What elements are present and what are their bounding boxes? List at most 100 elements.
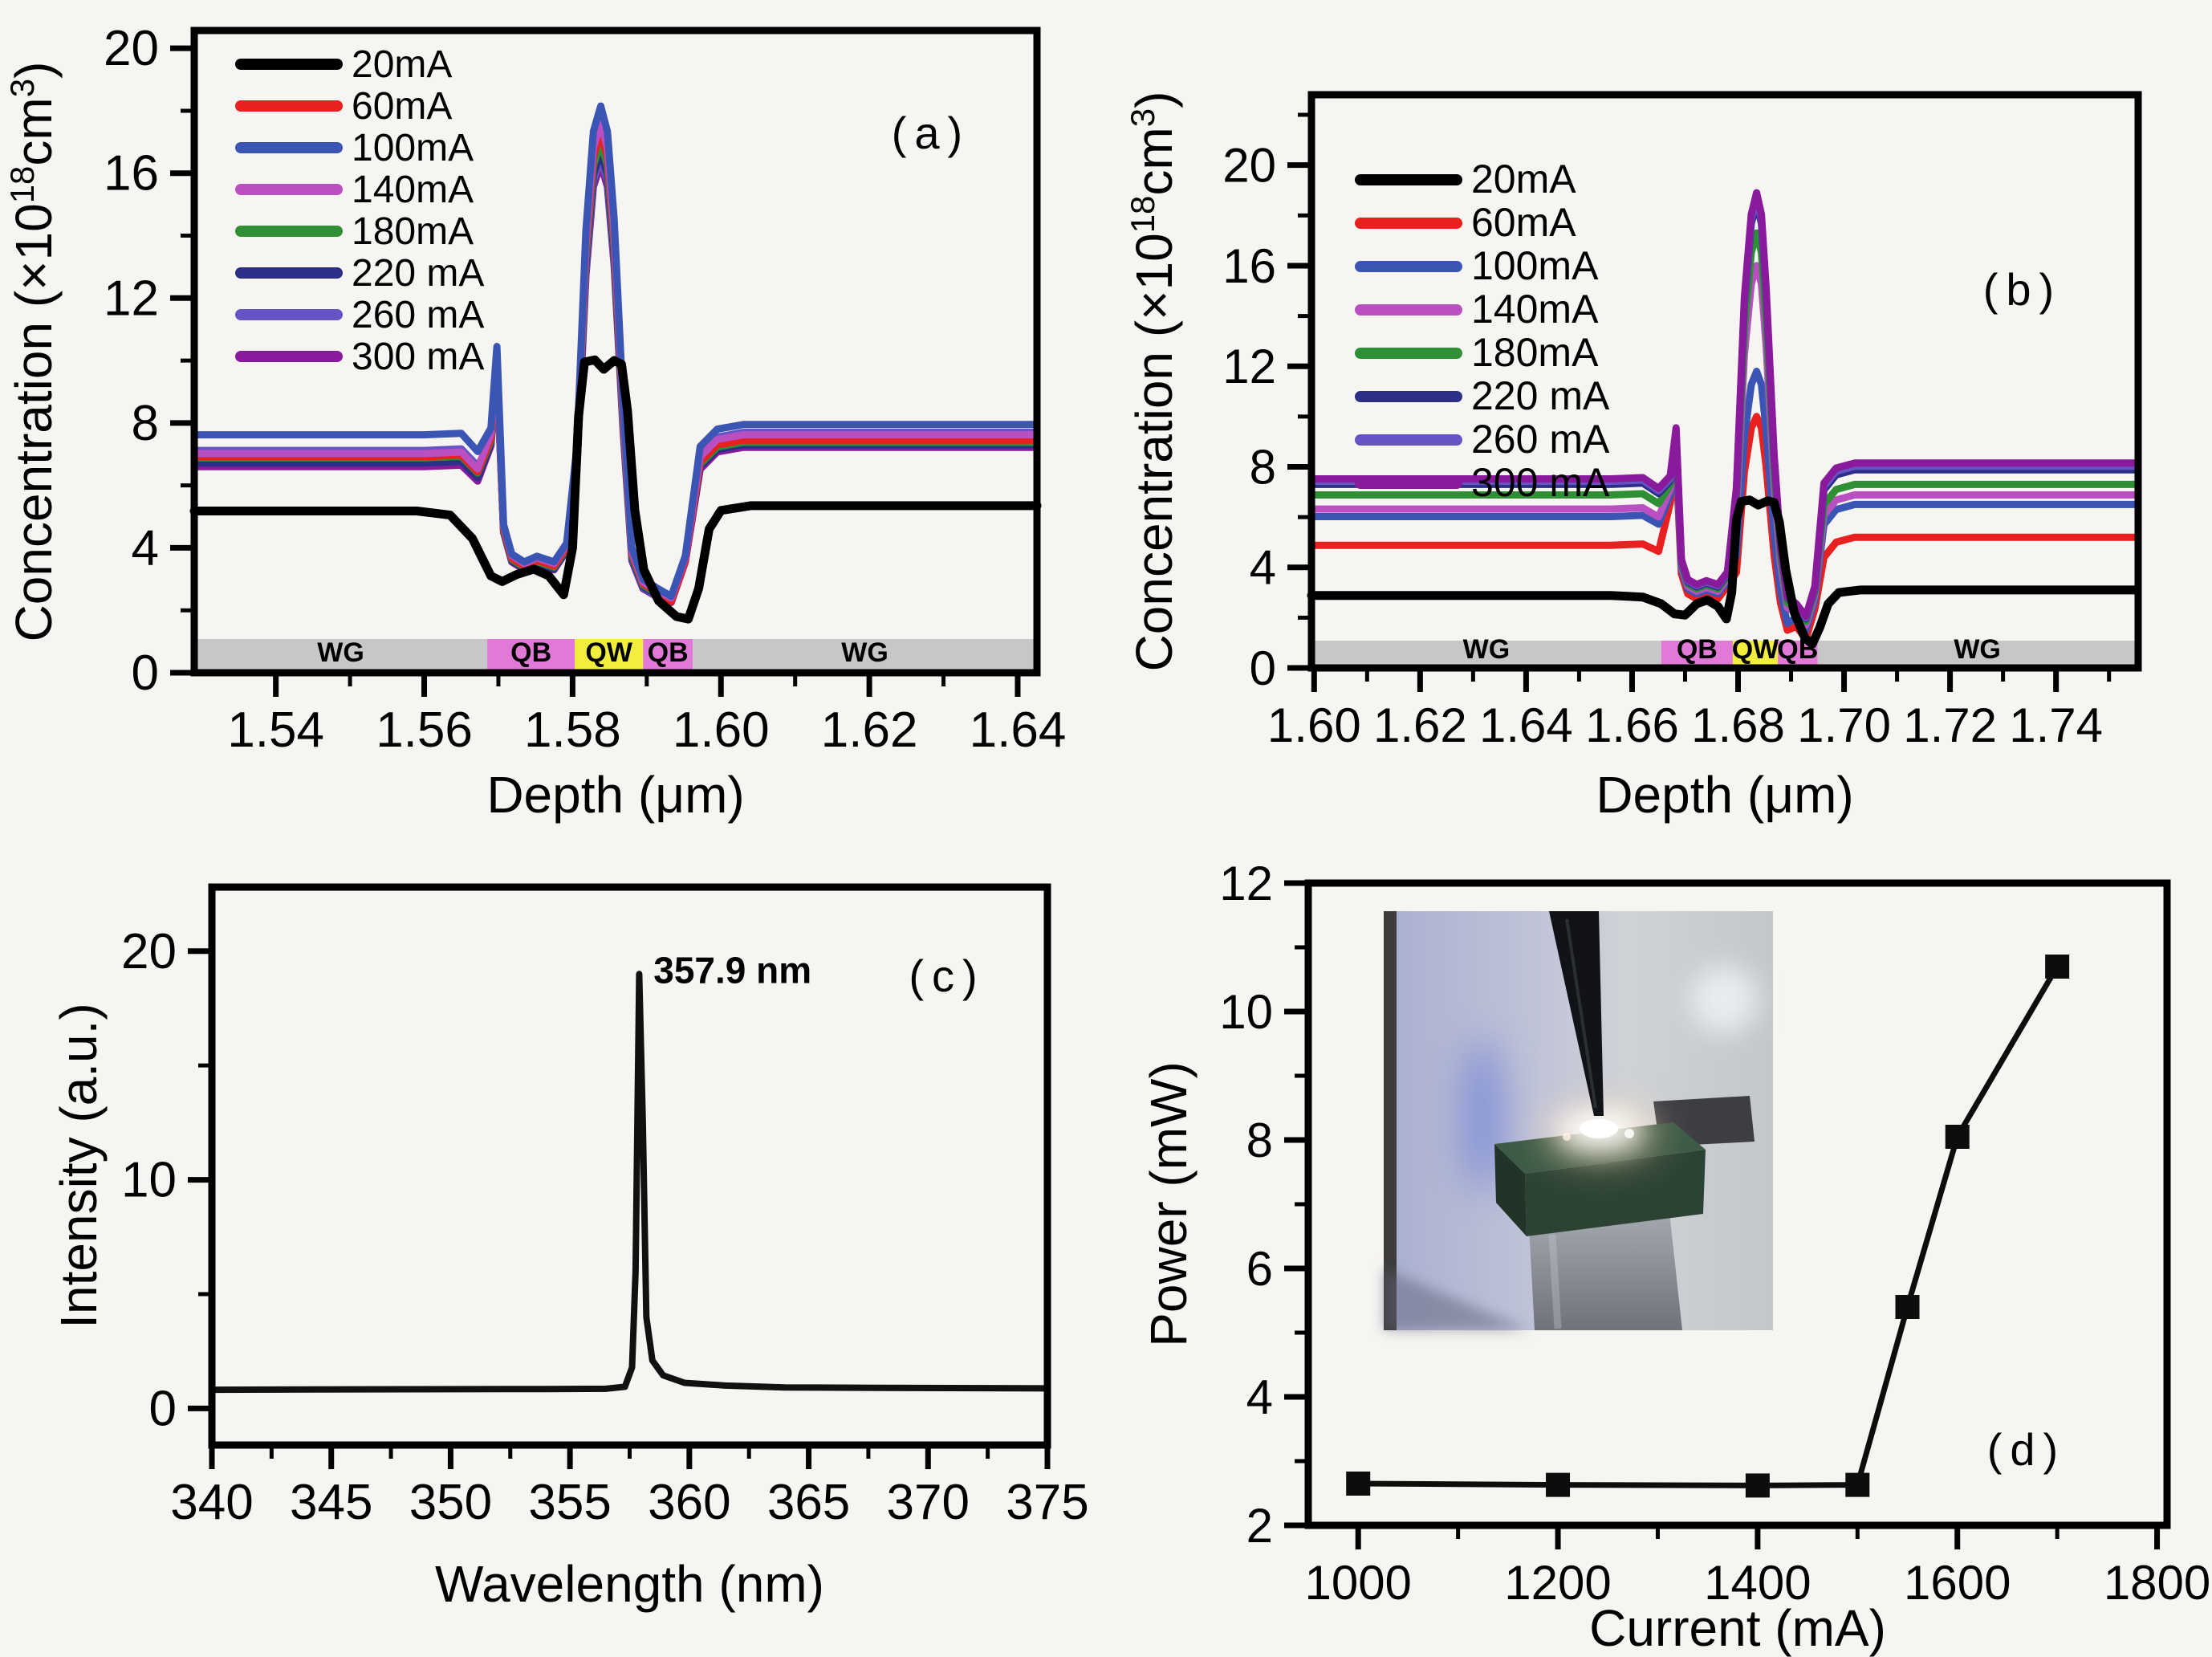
panel-d-li-curve-chart: 1000 1200 1400 1600 1800 2 4 6 8 10 12 Current (mA)… xyxy=(1140,857,2210,1657)
legend-label: 300 mA xyxy=(1471,460,1610,505)
y-tick-label: 10 xyxy=(121,1153,177,1208)
y-tick-label: 16 xyxy=(104,146,159,202)
region-wg-band xyxy=(693,639,1037,670)
legend-label: 60mA xyxy=(1471,200,1576,245)
y-tick-label: 0 xyxy=(149,1381,177,1436)
legend-item-180mA: 180mA xyxy=(1355,330,1599,375)
y-tick-label: 10 xyxy=(1219,985,1273,1039)
x-tick-label: 1.58 xyxy=(524,702,621,758)
y-tick-label: 12 xyxy=(1222,340,1276,393)
blue-reflection-streak xyxy=(1464,1040,1502,1192)
region-qb-band xyxy=(487,639,575,670)
x-tick-label: 1.64 xyxy=(1479,698,1573,752)
x-tick-label: 1.70 xyxy=(1797,698,1891,752)
data-point-marker xyxy=(1346,1472,1371,1496)
emission-sparkle xyxy=(1624,1129,1634,1138)
foreground-shadow xyxy=(1384,1268,1529,1330)
x-tick-label: 340 xyxy=(170,1475,253,1530)
region-qb-band xyxy=(1661,641,1733,666)
x-tick-label: 1600 xyxy=(1904,1556,2011,1610)
legend-item-100mA: 100mA xyxy=(1355,243,1599,288)
green-mount-front-face xyxy=(1525,1150,1706,1236)
legend-label: 300 mA xyxy=(352,336,484,378)
probe-needle-highlight xyxy=(1565,918,1597,1109)
x-tick-label: 1.72 xyxy=(1903,698,1997,752)
y-tick-label: 20 xyxy=(104,21,159,76)
legend-item-20mA: 20mA xyxy=(235,43,452,86)
legend-item-60mA: 60mA xyxy=(1355,200,1576,245)
legend-item-140mA: 140mA xyxy=(1355,287,1599,332)
y-tick-label: 0 xyxy=(132,645,159,701)
y-tick-label: 2 xyxy=(1246,1499,1273,1553)
legend-label: 220 mA xyxy=(1471,373,1610,418)
region-wg-band xyxy=(1311,641,1661,666)
legend-label: 140mA xyxy=(352,169,474,211)
y-axis-title: Concentration (×1018cm3) xyxy=(1124,92,1183,672)
emission-bright-core xyxy=(1580,1119,1618,1138)
x-tick-label: 1400 xyxy=(1704,1556,1811,1610)
region-wg-label: WG xyxy=(841,637,888,668)
x-tick-label: 1800 xyxy=(2104,1556,2210,1610)
y-tick-label: 4 xyxy=(1250,541,1276,595)
legend-item-60mA: 60mA xyxy=(235,85,452,128)
axis-frame xyxy=(1307,91,2142,672)
x-tick-label: 370 xyxy=(887,1475,970,1530)
x-axis-title: Depth (μm) xyxy=(1596,766,1853,824)
series-20mA xyxy=(189,355,1042,624)
series-20mA xyxy=(1307,495,2142,649)
legend-label: 20mA xyxy=(352,43,452,86)
legend-item-140mA: 140mA xyxy=(235,169,474,211)
x-axis-title: Wavelength (nm) xyxy=(435,1555,824,1613)
x-tick-label: 1200 xyxy=(1504,1556,1611,1610)
region-qb-band xyxy=(643,639,693,670)
axis-frame xyxy=(190,26,1041,677)
background-highlight-blob xyxy=(1690,966,1758,1033)
x-tick-label: 355 xyxy=(528,1475,611,1530)
data-point-marker xyxy=(1895,1295,1920,1319)
series-60mA xyxy=(1307,413,2141,643)
legend-item-300mA: 300 mA xyxy=(1355,460,1610,505)
region-qb-label: QB xyxy=(510,637,551,668)
y-tick-label: 20 xyxy=(121,924,177,979)
series-100mA xyxy=(190,102,1041,601)
x-axis-title: Current (mA) xyxy=(1589,1599,1886,1657)
legend-item-180mA: 180mA xyxy=(235,210,474,253)
y-tick-label: 6 xyxy=(1246,1242,1273,1296)
data-point-marker xyxy=(1546,1472,1571,1497)
data-point-marker xyxy=(1745,1473,1770,1498)
region-wg-label: WG xyxy=(1954,634,2001,665)
x-tick-label: 1.64 xyxy=(970,702,1067,758)
legend-label: 100mA xyxy=(1471,243,1599,288)
region-qw-label: QW xyxy=(1732,634,1779,665)
panel-a-concentration-chart: WG QB QW QB WG 1.54 1.56 1.58 1.60 1.62 1.64 0 4 8 12 1… xyxy=(3,21,1066,824)
region-wg-band xyxy=(1817,641,2137,666)
legend-item-260mA: 260 mA xyxy=(1355,417,1610,462)
x-tick-label: 1.60 xyxy=(1267,698,1361,752)
legend-label: 260 mA xyxy=(352,294,484,336)
region-qw-label: QW xyxy=(585,637,632,668)
y-tick-label: 8 xyxy=(1250,440,1276,494)
legend-label: 100mA xyxy=(352,127,474,169)
legend-label: 20mA xyxy=(1471,157,1576,202)
y-tick-label: 0 xyxy=(1250,641,1276,695)
x-axis-title: Depth (μm) xyxy=(486,766,744,824)
x-tick-label: 1000 xyxy=(1304,1556,1411,1610)
x-tick-label: 1.54 xyxy=(227,702,324,758)
y-tick-label: 8 xyxy=(1246,1113,1273,1167)
x-tick-label: 1.68 xyxy=(1691,698,1785,752)
panel-letter: (d) xyxy=(1987,1424,2066,1475)
region-qb-label: QB xyxy=(648,637,689,668)
legend-label: 180mA xyxy=(352,210,474,253)
y-axis-title: Concentration (×1018cm3) xyxy=(3,62,63,642)
legend-item-220mA: 220 mA xyxy=(1355,373,1610,418)
series-260mA xyxy=(1307,193,2141,621)
x-tick-label: 1.56 xyxy=(376,702,473,758)
legend-item-260mA: 260 mA xyxy=(235,294,484,336)
panel-letter: (b) xyxy=(1983,264,2062,315)
region-wg-label: WG xyxy=(317,637,364,668)
metal-post-highlight xyxy=(1548,1234,1562,1329)
region-qw-band xyxy=(1732,641,1779,666)
panel-c-el-spectrum-chart: 340 345 350 355 360 365 370 375 0 10 20 Wavelength … xyxy=(50,883,1089,1613)
x-tick-label: 350 xyxy=(409,1475,492,1530)
